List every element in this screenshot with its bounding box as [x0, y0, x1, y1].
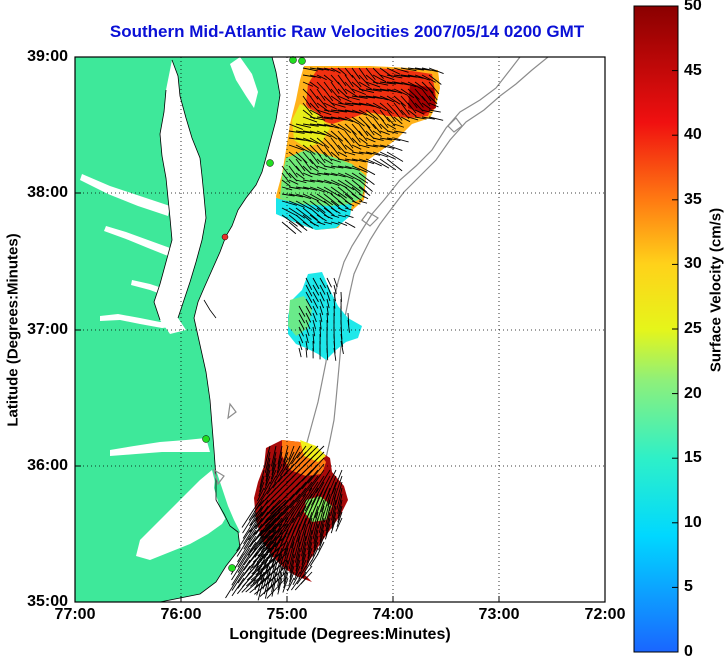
colorbar-tick-label: 45 — [684, 62, 702, 80]
y-axis-label: Latitude (Degrees:Minutes) — [5, 233, 22, 426]
colorbar-tick-label: 40 — [684, 126, 702, 144]
station-marker-alt — [222, 234, 228, 240]
x-tick-label: 76:00 — [161, 606, 202, 624]
station-marker — [229, 565, 236, 572]
colorbar-label: Surface Velocity (cm/s) — [708, 208, 724, 372]
x-tick-label: 73:00 — [479, 606, 520, 624]
colorbar-tick-label: 25 — [684, 320, 702, 338]
colorbar-tick-label: 20 — [684, 385, 702, 403]
x-tick-label: 74:00 — [373, 606, 414, 624]
colorbar-tick-label: 35 — [684, 191, 702, 209]
colorbar-tick-label: 50 — [684, 0, 702, 15]
colorbar-tick-label: 30 — [684, 255, 702, 273]
y-tick-label: 36:00 — [6, 457, 68, 475]
y-tick-label: 39:00 — [6, 48, 68, 66]
colorbar-tick-label: 15 — [684, 449, 702, 467]
y-tick-label: 38:00 — [6, 184, 68, 202]
x-tick-label: 72:00 — [585, 606, 626, 624]
station-marker — [203, 436, 210, 443]
station-marker — [267, 160, 274, 167]
x-axis-label: Longitude (Degrees:Minutes) — [75, 626, 605, 644]
station-marker — [299, 58, 306, 65]
colorbar — [634, 6, 678, 652]
colorbar-tick-label: 10 — [684, 514, 702, 532]
colorbar-tick-label: 5 — [684, 578, 693, 596]
y-tick-label: 35:00 — [6, 593, 68, 611]
x-tick-label: 75:00 — [267, 606, 308, 624]
colorbar-tick-label: 0 — [684, 643, 693, 661]
